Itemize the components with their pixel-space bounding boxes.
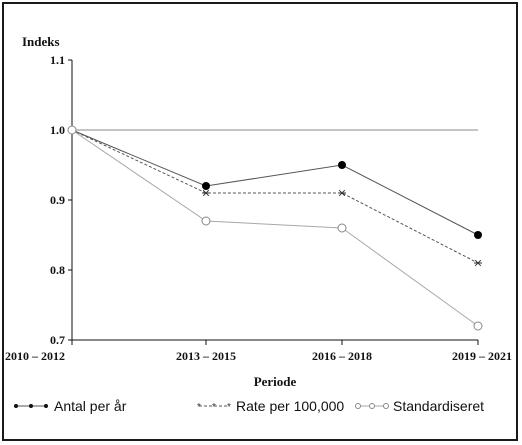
x-tick-label: 2016 – 2018 <box>312 349 372 363</box>
series-line <box>71 129 479 264</box>
legend-marker-open-circle-icon <box>355 403 389 409</box>
series-line <box>71 129 479 236</box>
data-point <box>202 182 210 190</box>
data-point <box>67 125 77 135</box>
legend-marker-star-icon: * * * <box>197 402 231 413</box>
y-tick-label: 0.7 <box>50 333 65 347</box>
legend-item-standardiseret: Standardiseret <box>355 398 484 414</box>
y-tick-label: 1.1 <box>50 53 65 67</box>
data-point <box>202 189 210 197</box>
x-axis-label: Periode <box>254 374 297 389</box>
svg-text:*: * <box>227 402 231 413</box>
legend: Antal per år * * * Rate per 100,000 Stan… <box>14 398 484 414</box>
data-point <box>473 321 483 331</box>
svg-text:*: * <box>197 402 201 413</box>
series-group <box>67 125 483 331</box>
series-line <box>71 129 479 327</box>
data-point <box>337 223 347 233</box>
legend-item-antal: Antal per år <box>14 398 127 414</box>
x-tick-label: 2013 – 2015 <box>176 349 236 363</box>
data-point <box>474 231 482 239</box>
legend-marker-filled-circle-icon <box>14 404 48 408</box>
legend-label-standardiseret: Standardiseret <box>393 398 484 414</box>
legend-item-rate: * * * Rate per 100,000 <box>197 398 344 414</box>
data-point <box>474 259 482 267</box>
y-tick-label: 0.8 <box>50 263 65 277</box>
y-tick-label: 0.9 <box>50 193 65 207</box>
x-tick-label: 2019 – 2021 <box>452 349 512 363</box>
svg-text:*: * <box>212 402 216 413</box>
data-point <box>201 216 211 226</box>
y-axis-label: Indeks <box>22 34 60 49</box>
data-point <box>338 161 346 169</box>
axis-ticks: 0.7 0.8 0.9 1.0 1.1 2010 – 2012 2013 – 2015 201… <box>5 53 512 363</box>
x-tick-label: 2010 – 2012 <box>5 349 65 363</box>
data-point <box>338 189 346 197</box>
legend-label-rate: Rate per 100,000 <box>236 398 344 414</box>
chart-frame <box>2 2 518 441</box>
y-tick-label: 1.0 <box>50 123 65 137</box>
legend-label-antal: Antal per år <box>54 398 127 414</box>
